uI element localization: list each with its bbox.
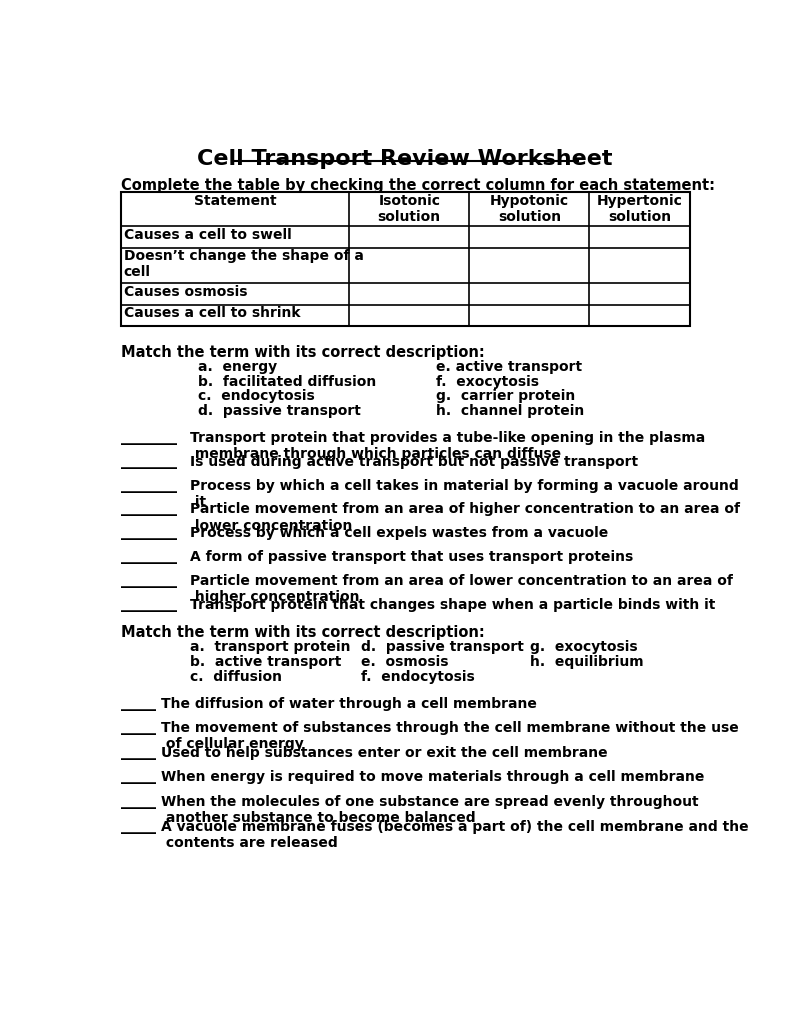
Text: _____: _____ xyxy=(120,820,156,834)
Text: Cell Transport Review Worksheet: Cell Transport Review Worksheet xyxy=(197,150,613,169)
Text: ________: ________ xyxy=(120,574,176,588)
Text: Used to help substances enter or exit the cell membrane: Used to help substances enter or exit th… xyxy=(161,745,607,760)
Text: c.  diffusion: c. diffusion xyxy=(191,670,282,684)
Text: Hypertonic
solution: Hypertonic solution xyxy=(597,194,683,224)
Text: ________: ________ xyxy=(120,455,176,469)
Text: When the molecules of one substance are spread evenly throughout
 another substa: When the molecules of one substance are … xyxy=(161,795,698,825)
Text: ________: ________ xyxy=(120,598,176,612)
Text: g.  exocytosis: g. exocytosis xyxy=(530,640,638,654)
Text: g.  carrier protein: g. carrier protein xyxy=(436,389,575,403)
Text: Match the term with its correct description:: Match the term with its correct descript… xyxy=(120,345,484,359)
Text: Doesn’t change the shape of a
cell: Doesn’t change the shape of a cell xyxy=(123,249,364,280)
Text: c.  endocytosis: c. endocytosis xyxy=(198,389,315,403)
Text: _____: _____ xyxy=(120,770,156,784)
Text: Transport protein that changes shape when a particle binds with it: Transport protein that changes shape whe… xyxy=(191,598,716,612)
Text: Particle movement from an area of lower concentration to an area of
 higher conc: Particle movement from an area of lower … xyxy=(191,574,733,604)
Text: a.  energy: a. energy xyxy=(198,360,277,374)
Text: When energy is required to move materials through a cell membrane: When energy is required to move material… xyxy=(161,770,704,784)
Text: _____: _____ xyxy=(120,696,156,711)
Text: A form of passive transport that uses transport proteins: A form of passive transport that uses tr… xyxy=(191,550,634,564)
Text: Process by which a cell expels wastes from a vacuole: Process by which a cell expels wastes fr… xyxy=(191,526,608,541)
Text: h.  channel protein: h. channel protein xyxy=(436,403,585,418)
Text: ________: ________ xyxy=(120,503,176,516)
Text: The diffusion of water through a cell membrane: The diffusion of water through a cell me… xyxy=(161,696,537,711)
Text: Complete the table by checking the correct column for each statement:: Complete the table by checking the corre… xyxy=(120,178,714,194)
Text: d.  passive transport: d. passive transport xyxy=(198,403,361,418)
Text: d.  passive transport: d. passive transport xyxy=(361,640,524,654)
Text: Causes a cell to shrink: Causes a cell to shrink xyxy=(123,306,300,321)
Bar xyxy=(120,193,691,327)
Text: Process by which a cell takes in material by forming a vacuole around
 it: Process by which a cell takes in materia… xyxy=(191,478,739,509)
Text: f.  exocytosis: f. exocytosis xyxy=(436,375,539,389)
Text: Match the term with its correct description:: Match the term with its correct descript… xyxy=(120,625,484,640)
Text: Causes osmosis: Causes osmosis xyxy=(123,285,247,299)
Text: _____: _____ xyxy=(120,745,156,760)
Text: _____: _____ xyxy=(120,721,156,735)
Text: Particle movement from an area of higher concentration to an area of
 lower conc: Particle movement from an area of higher… xyxy=(191,503,740,532)
Text: ________: ________ xyxy=(120,478,176,493)
Text: Statement: Statement xyxy=(194,194,276,208)
Text: Causes a cell to swell: Causes a cell to swell xyxy=(123,227,291,242)
Bar xyxy=(120,193,691,327)
Text: Transport protein that provides a tube-like opening in the plasma
 membrane thro: Transport protein that provides a tube-l… xyxy=(191,431,706,461)
Text: f.  endocytosis: f. endocytosis xyxy=(361,670,475,684)
Text: ________: ________ xyxy=(120,550,176,564)
Text: a.  transport protein: a. transport protein xyxy=(191,640,351,654)
Text: ________: ________ xyxy=(120,526,176,541)
Text: A vacuole membrane fuses (becomes a part of) the cell membrane and the
 contents: A vacuole membrane fuses (becomes a part… xyxy=(161,820,748,850)
Text: Is used during active transport but not passive transport: Is used during active transport but not … xyxy=(191,455,638,469)
Text: b.  active transport: b. active transport xyxy=(191,655,342,669)
Text: e.  osmosis: e. osmosis xyxy=(361,655,448,669)
Text: e. active transport: e. active transport xyxy=(436,360,582,374)
Text: ________: ________ xyxy=(120,431,176,444)
Text: The movement of substances through the cell membrane without the use
 of cellula: The movement of substances through the c… xyxy=(161,721,739,752)
Text: b.  facilitated diffusion: b. facilitated diffusion xyxy=(198,375,377,389)
Text: h.  equilibrium: h. equilibrium xyxy=(530,655,643,669)
Text: Isotonic
solution: Isotonic solution xyxy=(377,194,441,224)
Text: Hypotonic
solution: Hypotonic solution xyxy=(490,194,569,224)
Text: _____: _____ xyxy=(120,795,156,809)
